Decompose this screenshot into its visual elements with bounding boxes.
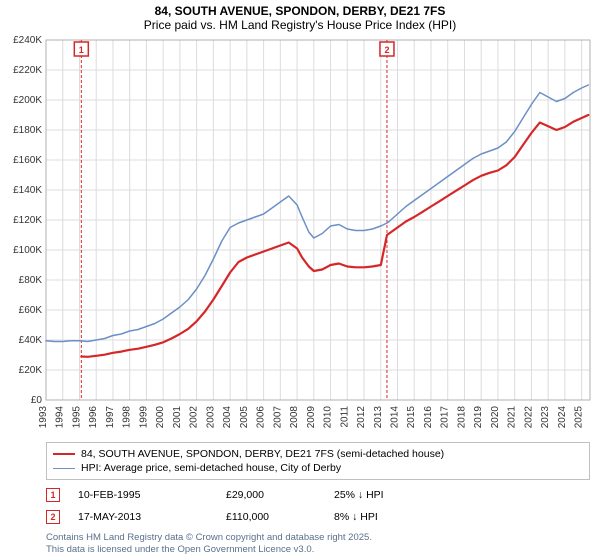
svg-text:2: 2: [384, 45, 389, 55]
legend: 84, SOUTH AVENUE, SPONDON, DERBY, DE21 7…: [46, 442, 590, 480]
svg-text:2002: 2002: [189, 406, 200, 429]
transaction-date: 10-FEB-1995: [78, 489, 208, 501]
svg-text:1993: 1993: [38, 406, 49, 429]
table-row: 2 17-MAY-2013 £110,000 8% ↓ HPI: [46, 506, 590, 528]
svg-text:£80K: £80K: [19, 275, 43, 286]
svg-text:2015: 2015: [406, 406, 417, 429]
svg-text:2004: 2004: [222, 406, 233, 429]
svg-text:2009: 2009: [306, 406, 317, 429]
svg-text:£220K: £220K: [13, 65, 42, 76]
footer-line: This data is licensed under the Open Gov…: [46, 544, 590, 556]
svg-text:£180K: £180K: [13, 125, 42, 136]
transaction-hpi: 25% ↓ HPI: [334, 489, 384, 501]
svg-text:2012: 2012: [356, 406, 367, 429]
svg-text:2018: 2018: [456, 406, 467, 429]
svg-text:2019: 2019: [473, 406, 484, 429]
svg-text:£100K: £100K: [13, 245, 42, 256]
svg-text:2010: 2010: [323, 406, 334, 429]
svg-text:2000: 2000: [155, 406, 166, 429]
svg-text:£160K: £160K: [13, 155, 42, 166]
title-subtitle: Price paid vs. HM Land Registry's House …: [0, 18, 600, 32]
chart-area: £0 £20K £40K £60K £80K £100K £120K £140K £160K £1…: [0, 34, 600, 436]
svg-text:2006: 2006: [256, 406, 267, 429]
line-chart-svg: £0 £20K £40K £60K £80K £100K £120K £140K £160K £1…: [0, 34, 600, 436]
legend-item: 84, SOUTH AVENUE, SPONDON, DERBY, DE21 7…: [53, 447, 583, 461]
svg-text:£140K: £140K: [13, 185, 42, 196]
svg-text:2017: 2017: [440, 406, 451, 429]
transaction-hpi: 8% ↓ HPI: [334, 511, 378, 523]
marker-badge: 1: [46, 488, 60, 502]
svg-text:£20K: £20K: [19, 365, 43, 376]
svg-text:£240K: £240K: [13, 35, 42, 46]
footer-attribution: Contains HM Land Registry data © Crown c…: [46, 532, 590, 556]
svg-text:1994: 1994: [55, 406, 66, 429]
svg-text:2013: 2013: [373, 406, 384, 429]
transactions-table: 1 10-FEB-1995 £29,000 25% ↓ HPI 2 17-MAY…: [46, 484, 590, 528]
svg-text:1: 1: [79, 45, 84, 55]
svg-text:£60K: £60K: [19, 305, 43, 316]
title-address: 84, SOUTH AVENUE, SPONDON, DERBY, DE21 7…: [0, 4, 600, 18]
svg-text:2021: 2021: [507, 406, 518, 429]
svg-text:2023: 2023: [540, 406, 551, 429]
svg-text:2016: 2016: [423, 406, 434, 429]
svg-text:2025: 2025: [574, 406, 585, 429]
marker-badge: 2: [46, 510, 60, 524]
svg-text:1995: 1995: [71, 406, 82, 429]
transaction-date: 17-MAY-2013: [78, 511, 208, 523]
chart-container: 84, SOUTH AVENUE, SPONDON, DERBY, DE21 7…: [0, 0, 600, 560]
svg-text:2001: 2001: [172, 406, 183, 429]
svg-text:2008: 2008: [289, 406, 300, 429]
svg-text:1996: 1996: [88, 406, 99, 429]
svg-text:£40K: £40K: [19, 335, 43, 346]
legend-label: HPI: Average price, semi-detached house,…: [81, 462, 341, 474]
legend-swatch: [53, 453, 75, 455]
svg-text:2022: 2022: [523, 406, 534, 429]
svg-text:2007: 2007: [272, 406, 283, 429]
svg-text:2003: 2003: [205, 406, 216, 429]
svg-text:2014: 2014: [390, 406, 401, 429]
svg-text:£200K: £200K: [13, 95, 42, 106]
svg-text:£0: £0: [31, 395, 43, 406]
transaction-price: £29,000: [226, 489, 316, 501]
svg-text:1997: 1997: [105, 406, 116, 429]
legend-item: HPI: Average price, semi-detached house,…: [53, 461, 583, 475]
svg-text:£120K: £120K: [13, 215, 42, 226]
legend-swatch: [53, 468, 75, 469]
svg-text:2024: 2024: [557, 406, 568, 429]
title-block: 84, SOUTH AVENUE, SPONDON, DERBY, DE21 7…: [0, 0, 600, 34]
legend-label: 84, SOUTH AVENUE, SPONDON, DERBY, DE21 7…: [81, 448, 444, 460]
svg-text:2005: 2005: [239, 406, 250, 429]
footer-line: Contains HM Land Registry data © Crown c…: [46, 532, 590, 544]
svg-text:2020: 2020: [490, 406, 501, 429]
svg-text:1999: 1999: [138, 406, 149, 429]
svg-text:2011: 2011: [339, 406, 350, 428]
table-row: 1 10-FEB-1995 £29,000 25% ↓ HPI: [46, 484, 590, 506]
transaction-price: £110,000: [226, 511, 316, 523]
svg-text:1998: 1998: [122, 406, 133, 429]
